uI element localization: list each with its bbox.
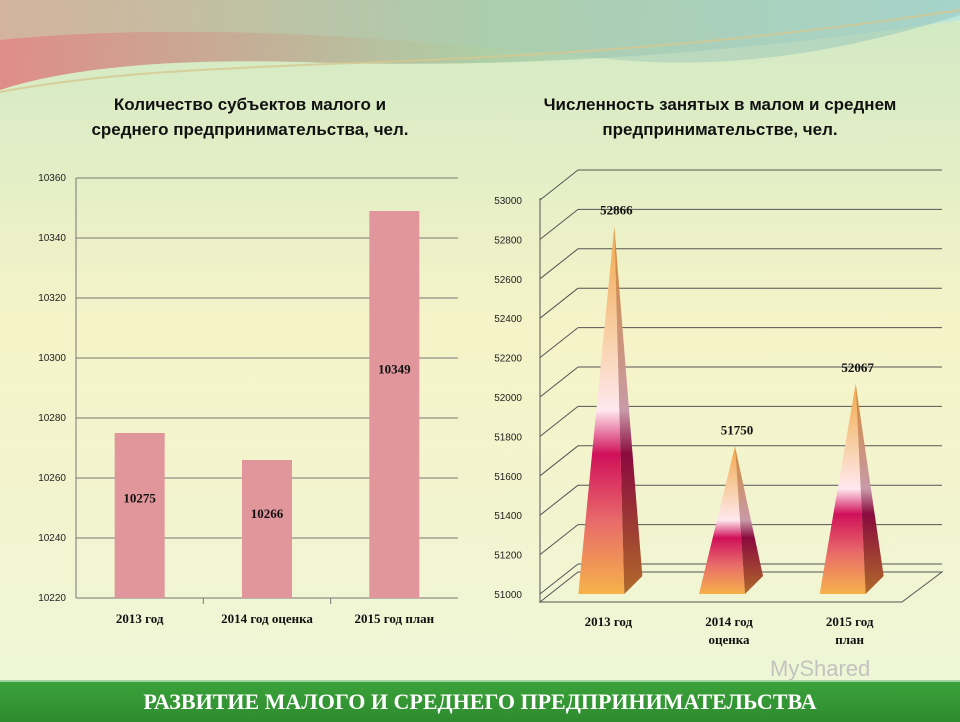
- y-tick-label: 53000: [494, 196, 522, 207]
- right-chart-title: Численность занятых в малом и среднем пр…: [543, 95, 897, 139]
- x-tick-label: 2013 год: [585, 614, 633, 629]
- pyramid-side: [735, 446, 763, 594]
- grid-diagonal: [539, 406, 579, 437]
- pyramid-front: [699, 446, 745, 594]
- grid-diagonal: [539, 484, 579, 516]
- bar: [369, 211, 420, 598]
- y-tick-label: 51600: [494, 472, 522, 483]
- pyramid-side: [614, 226, 643, 594]
- pyramid-side: [855, 383, 884, 594]
- data-label: 52067: [841, 360, 874, 375]
- x-tick-label: план: [835, 632, 864, 647]
- y-tick-label: 52600: [494, 275, 522, 286]
- data-label: 52866: [600, 202, 633, 217]
- grid-diagonal: [539, 248, 579, 280]
- y-tick-label: 10340: [38, 233, 66, 244]
- y-tick-label: 10300: [38, 353, 66, 364]
- y-tick-label: 52400: [494, 314, 522, 325]
- left-chart-title: Количество субъектов малого и среднего п…: [91, 95, 409, 139]
- y-tick-label: 10240: [38, 533, 66, 544]
- y-tick-label: 51800: [494, 432, 522, 443]
- x-tick-label: 2014 год: [705, 614, 753, 629]
- x-tick-label: 2015 год план: [355, 611, 435, 626]
- grid-diagonal: [539, 366, 579, 398]
- grid-diagonal: [539, 445, 579, 477]
- y-tick-label: 52800: [494, 235, 522, 246]
- bar: [242, 460, 292, 598]
- grid-diagonal: [539, 327, 579, 358]
- x-tick-label: 2013 год: [116, 611, 164, 626]
- y-tick-label: 10260: [38, 473, 66, 484]
- y-tick-label: 52000: [494, 393, 522, 404]
- floor: [538, 571, 944, 603]
- y-tick-label: 10360: [38, 173, 66, 184]
- y-tick-label: 51200: [494, 551, 522, 562]
- y-tick-label: 51400: [494, 511, 522, 522]
- data-label: 10275: [123, 490, 156, 505]
- y-tick-label: 10320: [38, 293, 66, 304]
- grid-diagonal: [539, 169, 579, 201]
- x-tick-label: оценка: [708, 632, 750, 647]
- grid-diagonal: [539, 524, 579, 555]
- data-label: 51750: [721, 422, 754, 437]
- bar: [114, 433, 165, 598]
- y-tick-label: 51000: [494, 590, 522, 601]
- grid-diagonal: [539, 287, 579, 319]
- x-tick-label: 2014 год оценка: [221, 611, 313, 626]
- y-tick-label: 52200: [494, 354, 522, 365]
- grid-diagonal: [539, 209, 579, 240]
- pyramid-front: [578, 226, 625, 594]
- pyramid-front: [819, 383, 866, 594]
- data-label: 10349: [378, 362, 411, 377]
- watermark-logo: MyShared: [770, 656, 871, 681]
- footer-banner: РАЗВИТИЕ МАЛОГО И СРЕДНЕГО ПРЕДПРИНИМАТЕ…: [0, 680, 960, 722]
- data-label: 10266: [251, 506, 284, 521]
- y-tick-label: 10220: [38, 593, 66, 604]
- grid-diagonal: [539, 563, 579, 595]
- y-tick-label: 10280: [38, 413, 66, 424]
- x-tick-label: 2015 год: [826, 614, 874, 629]
